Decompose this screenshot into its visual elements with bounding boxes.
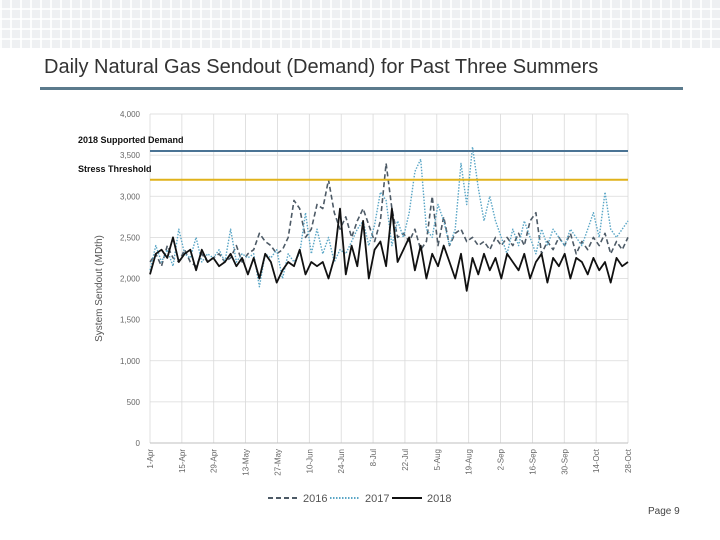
header-pattern	[0, 0, 720, 48]
x-tick-label: 8-Jul	[369, 449, 378, 467]
x-tick-label: 13-May	[242, 449, 251, 476]
legend-label-2018: 2018	[427, 493, 451, 505]
y-tick-label: 0	[136, 439, 141, 448]
y-tick-label: 1,500	[120, 316, 141, 325]
x-tick-label: 16-Sep	[528, 448, 537, 474]
x-tick-label: 28-Oct	[624, 448, 633, 473]
x-tick-label: 24-Jun	[337, 449, 346, 473]
page-number: Page 9	[648, 506, 680, 517]
y-tick-label: 1,000	[120, 357, 141, 366]
x-tick-label: 5-Aug	[433, 449, 442, 470]
x-tick-label: 14-Oct	[592, 448, 601, 473]
x-tick-label: 10-Jun	[305, 449, 314, 473]
x-tick-label: 30-Sep	[560, 448, 569, 474]
x-tick-label: 22-Jul	[401, 449, 410, 471]
y-tick-label: 2,000	[120, 275, 141, 284]
series-line-2017	[149, 146, 629, 288]
y-tick-label: 500	[127, 398, 141, 407]
reference-label-stress-threshold: Stress Threshold	[78, 164, 152, 174]
slide-title: Daily Natural Gas Sendout (Demand) for P…	[44, 56, 599, 78]
y-tick-label: 2,500	[120, 233, 141, 242]
x-tick-label: 15-Apr	[178, 449, 187, 473]
series-line-2018	[149, 207, 629, 292]
x-tick-label: 19-Aug	[465, 449, 474, 475]
x-tick-label: 2-Sep	[497, 448, 506, 470]
title-divider	[40, 87, 683, 90]
x-tick-label: 1-Apr	[146, 449, 155, 469]
y-tick-label: 3,000	[120, 192, 141, 201]
y-axis-title: System Sendout (MDth)	[94, 235, 105, 342]
legend-label-2016: 2016	[303, 493, 327, 505]
reference-label-2018-supported-demand: 2018 Supported Demand	[78, 135, 184, 145]
y-tick-label: 4,000	[120, 110, 141, 119]
x-tick-label: 27-May	[273, 449, 282, 476]
y-tick-label: 3,500	[120, 151, 141, 160]
legend-label-2017: 2017	[365, 493, 389, 505]
x-tick-label: 29-Apr	[210, 449, 219, 473]
